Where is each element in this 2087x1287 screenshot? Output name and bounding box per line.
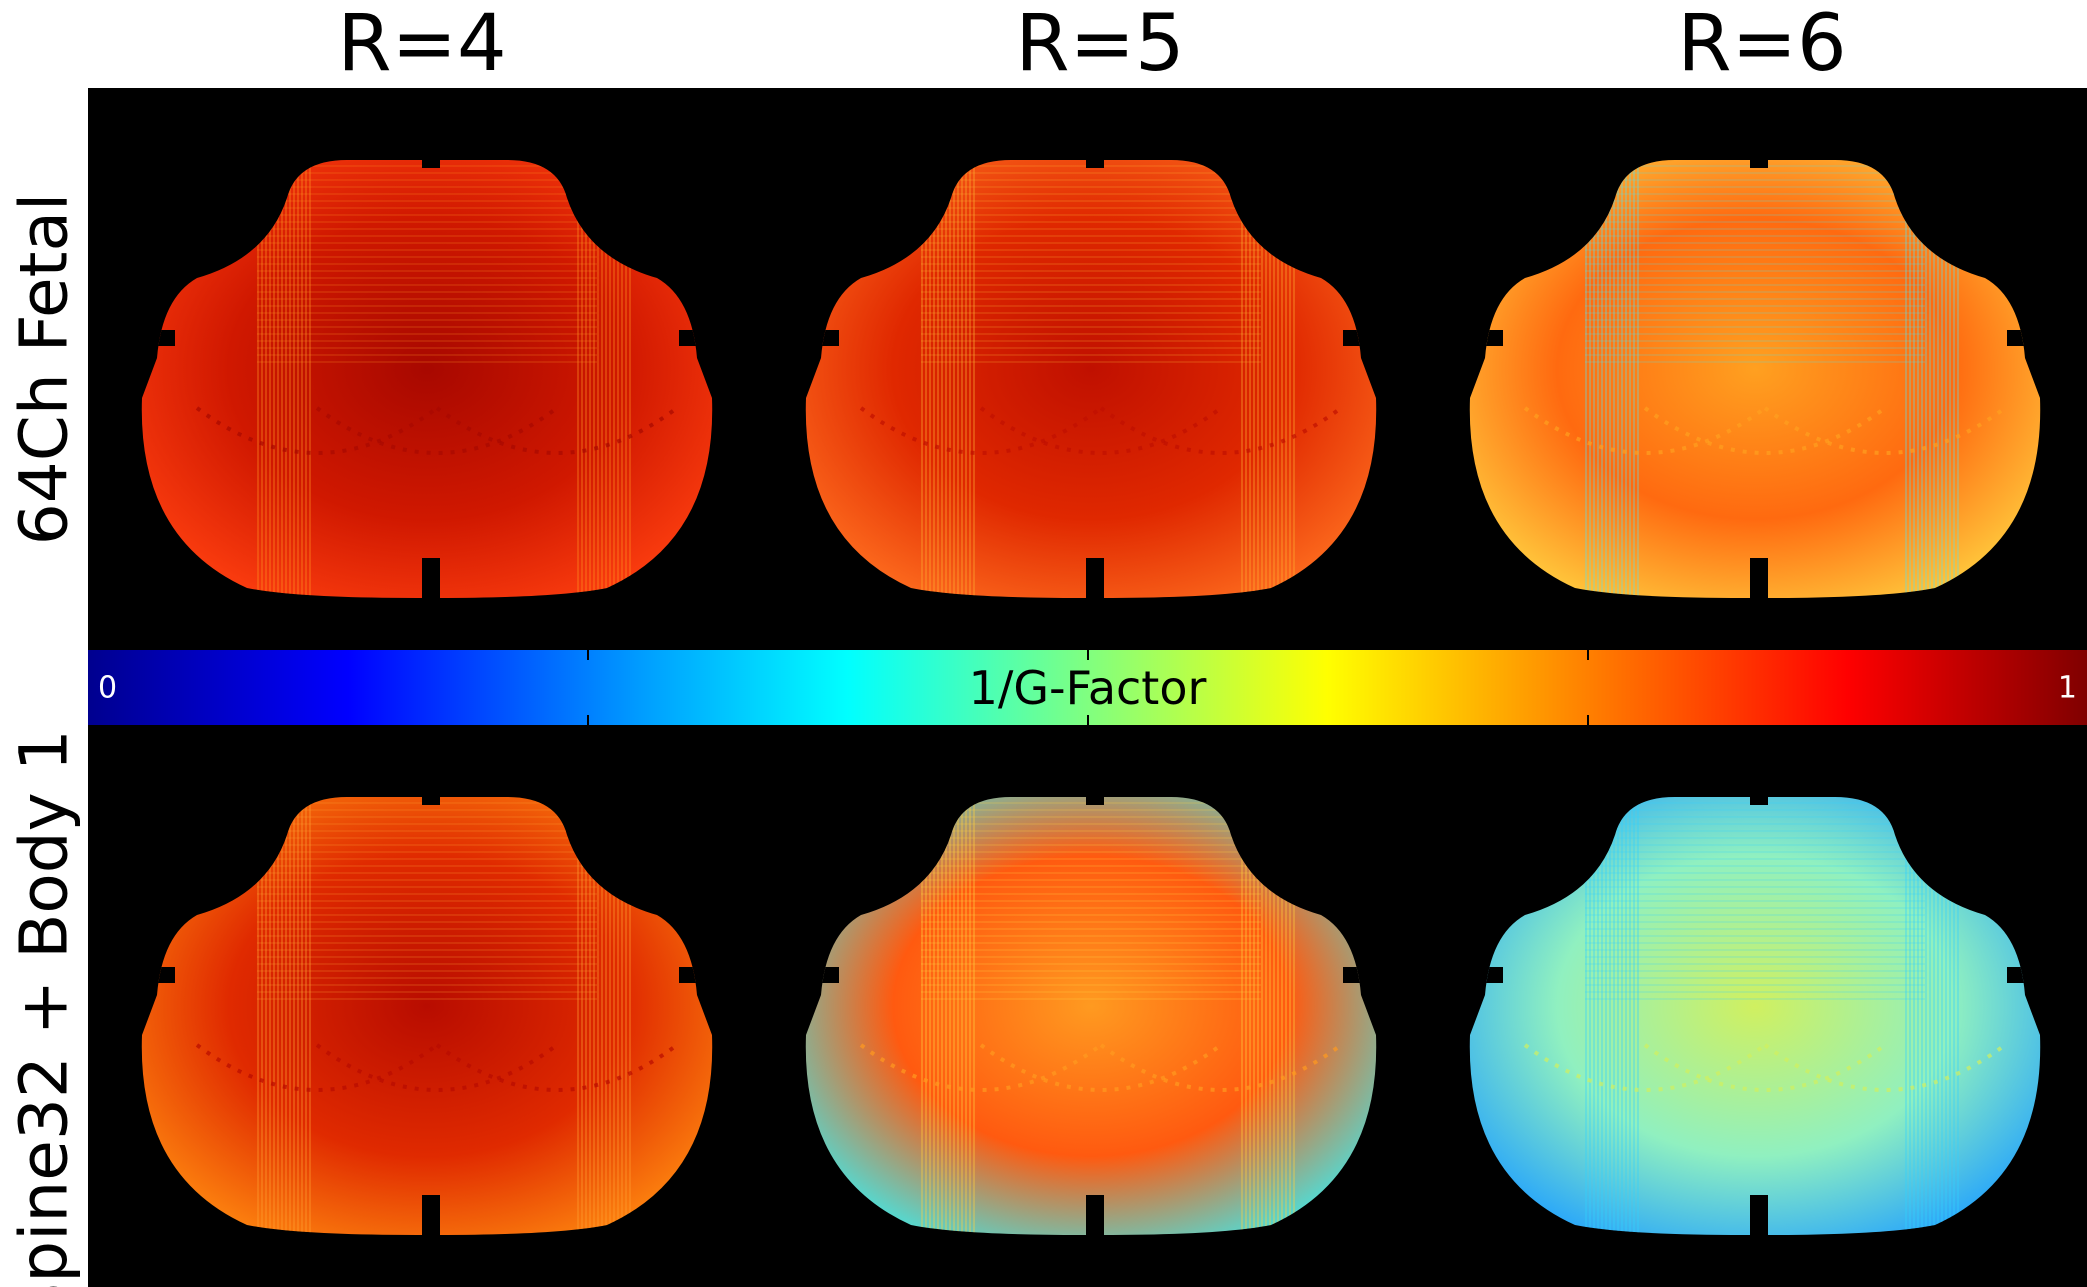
row-label-container-top: 64Ch Fetal bbox=[0, 88, 88, 650]
g-factor-map bbox=[141, 160, 713, 598]
bottom-row-maps bbox=[141, 797, 2041, 1235]
column-title-r6: R=6 bbox=[1677, 0, 1847, 89]
colorbar-max-label: 1 bbox=[2057, 670, 2077, 705]
colorbar-tick bbox=[587, 650, 589, 660]
g-factor-map bbox=[805, 797, 1377, 1235]
colorbar-tick bbox=[1087, 650, 1089, 660]
column-title-r4: R=4 bbox=[337, 0, 507, 89]
g-factor-map bbox=[805, 160, 1377, 598]
g-factor-map bbox=[1469, 160, 2041, 598]
colorbar: 0 1/G-Factor 1 bbox=[88, 650, 2087, 725]
colorbar-min-label: 0 bbox=[98, 670, 118, 705]
row-label-spine32-body18: Spine32 + Body 18 bbox=[5, 725, 83, 1287]
column-title-r5: R=5 bbox=[1015, 0, 1185, 89]
colorbar-tick bbox=[1087, 715, 1089, 725]
bottom-row-panel bbox=[88, 725, 2087, 1287]
g-factor-map bbox=[141, 797, 713, 1235]
top-row-panel bbox=[88, 88, 2087, 650]
g-factor-map bbox=[1469, 797, 2041, 1235]
row-label-64ch-fetal: 64Ch Fetal bbox=[5, 192, 83, 546]
row-label-container-bottom: Spine32 + Body 18 bbox=[0, 725, 88, 1287]
top-row-maps bbox=[141, 160, 2041, 598]
colorbar-title: 1/G-Factor bbox=[968, 660, 1207, 715]
colorbar-tick bbox=[1587, 715, 1589, 725]
colorbar-tick bbox=[1587, 650, 1589, 660]
colorbar-tick bbox=[587, 715, 589, 725]
